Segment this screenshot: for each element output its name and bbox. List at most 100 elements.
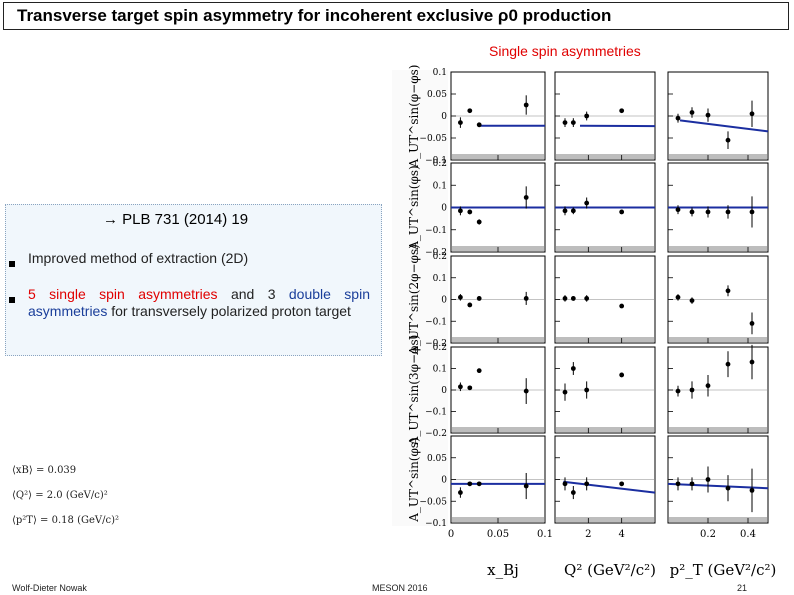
footer-author: Wolf-Dieter Nowak [12, 583, 87, 593]
bullet-2-blue-1: double spin [288, 286, 370, 302]
data-point [584, 200, 590, 206]
systematic-band [556, 337, 654, 342]
data-point [689, 298, 695, 303]
data-point [725, 209, 731, 215]
y-tick-label: 0.1 [433, 365, 447, 375]
data-point [467, 209, 473, 215]
y-tick-label: −0.05 [419, 497, 447, 507]
y-axis-label: A_UT^sin(φ−φs) [407, 65, 421, 169]
x-tick-label: 0 [448, 529, 454, 540]
data-point [675, 207, 681, 213]
systematic-band [669, 337, 767, 342]
data-point [725, 288, 731, 294]
data-point [467, 385, 473, 391]
kinematic-xb: ⟨xB⟩ = 0.039 [12, 465, 77, 476]
systematic-band [669, 427, 767, 432]
data-point [705, 209, 711, 215]
kinematic-pt2: ⟨p²T⟩ = 0.18 (GeV/c)² [12, 515, 119, 526]
data-point [675, 294, 681, 300]
data-point [675, 481, 681, 487]
systematic-band [556, 427, 654, 432]
data-point [476, 368, 482, 374]
x-axis-label: p²_T (GeV²/c²) [670, 561, 777, 579]
y-axis-label: A_UT^sin(φs) [407, 437, 421, 523]
y-tick-label: 0.2 [433, 343, 447, 353]
data-point [467, 481, 473, 487]
y-tick-label: 0 [441, 386, 447, 396]
data-point [689, 481, 695, 487]
data-point [570, 120, 576, 125]
y-tick-label: −0.2 [425, 429, 447, 439]
y-tick-label: −0.2 [425, 248, 447, 258]
y-tick-label: 0.05 [427, 454, 447, 464]
systematic-band [556, 517, 654, 522]
slide-title: Transverse target spin asymmetry for inc… [17, 6, 612, 25]
data-point [562, 120, 568, 125]
data-point [619, 372, 625, 378]
data-point [458, 384, 463, 390]
bullet-1-label: Improved method of extraction (2D) [28, 250, 249, 266]
data-point [562, 208, 568, 214]
data-point [523, 102, 529, 108]
model-curve [679, 119, 769, 133]
data-point [562, 389, 568, 395]
bullet-marker [9, 261, 15, 267]
data-point [476, 296, 482, 301]
y-tick-label: 0 [441, 296, 447, 306]
y-tick-label: −0.05 [419, 134, 447, 144]
data-point [689, 387, 695, 393]
footer-page-number: 21 [737, 583, 748, 593]
x-tick-label: 0.1 [537, 529, 553, 540]
data-point [619, 108, 625, 114]
bullet-2-red: 5 single spin asymmetries [28, 286, 218, 302]
data-point [705, 383, 711, 389]
x-tick-label: 4 [618, 529, 624, 540]
data-point [570, 208, 576, 214]
x-axis-label: Q² (GeV²/c²) [564, 561, 656, 579]
bullet-1-text: Improved method of extraction (2D) [28, 250, 378, 267]
y-axis-label: A_UT^sin(φs) [407, 165, 421, 251]
data-point [705, 112, 711, 118]
y-tick-label: 0 [441, 112, 447, 122]
data-point [523, 388, 529, 394]
slide-title-bar: Transverse target spin asymmetry for inc… [3, 2, 789, 30]
chart-subtitle: Single spin asymmetries [489, 43, 641, 59]
bullet-2-mid: and 3 [217, 286, 289, 302]
data-point [458, 120, 463, 125]
reference-text: → PLB 731 (2014) 19 [103, 211, 249, 228]
systematic-band [669, 154, 767, 159]
data-point [725, 361, 731, 367]
ylabel-strip [392, 70, 448, 526]
data-point [619, 481, 625, 487]
y-tick-label: 0.1 [433, 181, 447, 191]
data-point [749, 487, 755, 493]
data-point [584, 113, 590, 119]
y-tick-label: 0.2 [433, 252, 447, 262]
data-point [467, 302, 473, 308]
data-point [476, 481, 482, 487]
x-tick-label: 0.05 [487, 529, 509, 540]
footer-conference: MESON 2016 [372, 583, 428, 593]
data-point [584, 387, 590, 393]
data-point [749, 209, 755, 215]
bullet-2-end: for transversely polarized proton target [107, 303, 351, 319]
y-tick-label: 0.2 [433, 159, 447, 169]
data-point [476, 219, 482, 225]
data-point [749, 111, 755, 117]
bullet-2-blue-2: asymmetries [28, 303, 108, 319]
data-point [584, 481, 590, 487]
model-curve [667, 482, 769, 490]
y-tick-label: −0.2 [425, 339, 447, 349]
data-point [749, 359, 755, 365]
y-tick-label: 0 [441, 204, 447, 214]
info-box [5, 204, 382, 356]
y-axis-label: A_UT^sin(3φ−φs) [407, 335, 421, 447]
x-tick-label: 2 [585, 529, 591, 540]
kinematics-box: ⟨xB⟩ = 0.039 ⟨Q²⟩ = 2.0 (GeV/c)² ⟨p²T⟩ =… [12, 465, 119, 540]
y-tick-label: 0.05 [427, 90, 447, 100]
data-point [675, 388, 681, 394]
data-point [689, 110, 695, 115]
x-tick-label: 0.2 [700, 529, 716, 540]
data-point [523, 483, 529, 489]
y-tick-label: −0.1 [425, 226, 447, 236]
